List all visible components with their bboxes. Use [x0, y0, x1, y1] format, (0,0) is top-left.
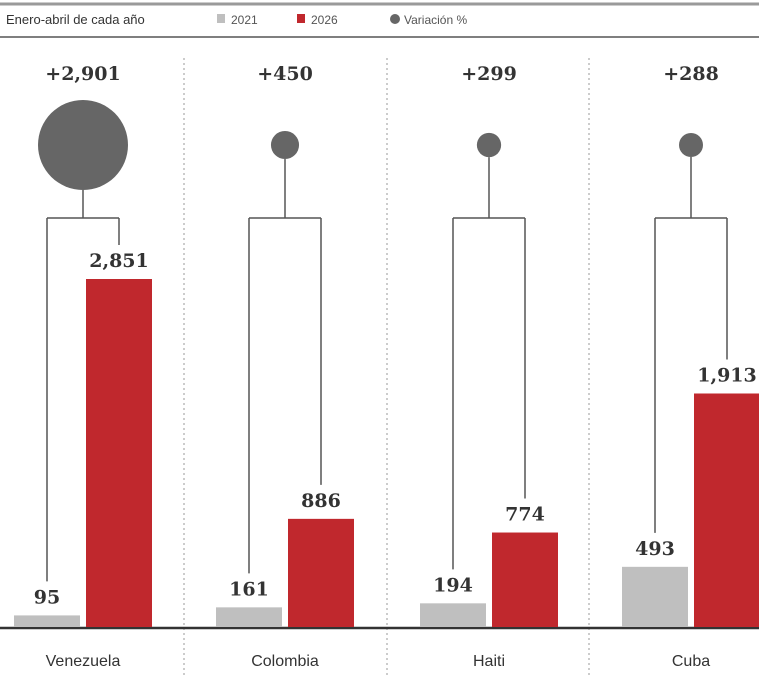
- panel-colombia: +450 161 886 Colombia: [216, 63, 354, 670]
- variation-label: +2,901: [45, 63, 120, 85]
- legend-label-0: 2021: [231, 13, 258, 27]
- legend-marker-0: [217, 14, 225, 23]
- legend-label-2: Variación %: [404, 13, 467, 27]
- panel-venezuela: +2,901 95 2,851 Venezuela: [14, 63, 152, 670]
- category-label: Venezuela: [46, 653, 121, 670]
- value-label-2021: 95: [34, 586, 60, 608]
- value-label-2021: 161: [229, 578, 269, 600]
- variation-circle: [270, 130, 300, 160]
- category-label: Haiti: [473, 653, 505, 670]
- legend-marker-2: [390, 14, 400, 24]
- legend-marker-1: [297, 14, 305, 23]
- bar-2021: [14, 615, 80, 627]
- bar-2026: [492, 532, 558, 627]
- value-label-2026: 1,913: [697, 364, 757, 386]
- panel-cuba: +288 493 1,913 Cuba: [622, 63, 759, 670]
- category-label: Cuba: [672, 653, 710, 670]
- value-label-2021: 194: [433, 574, 473, 596]
- chart-subtitle: Enero-abril de cada año: [6, 12, 145, 27]
- value-label-2026: 886: [301, 490, 341, 512]
- category-label: Colombia: [251, 653, 319, 670]
- bar-2026: [288, 518, 354, 627]
- bar-2021: [622, 566, 688, 627]
- bar-2021: [216, 607, 282, 627]
- panel-haiti: +299 194 774 Haiti: [420, 63, 558, 670]
- bar-2026: [86, 279, 152, 627]
- variation-label: +450: [257, 63, 313, 85]
- panels: +2,901 95 2,851 Venezuela +450 161 886 Colombia…: [0, 63, 759, 670]
- variation-label: +299: [461, 63, 517, 85]
- variation-label: +288: [663, 63, 719, 85]
- bar-2021: [420, 603, 486, 627]
- value-label-2026: 2,851: [89, 250, 149, 272]
- bar-2026: [694, 393, 759, 627]
- variation-circle: [38, 100, 128, 190]
- value-label-2026: 774: [505, 504, 545, 526]
- legend-label-1: 2026: [311, 13, 338, 27]
- legend: Enero-abril de cada año 2021 2026 Variación…: [0, 2, 759, 38]
- variation-circle: [679, 133, 703, 157]
- value-label-2021: 493: [635, 538, 675, 560]
- variation-circle: [476, 132, 502, 158]
